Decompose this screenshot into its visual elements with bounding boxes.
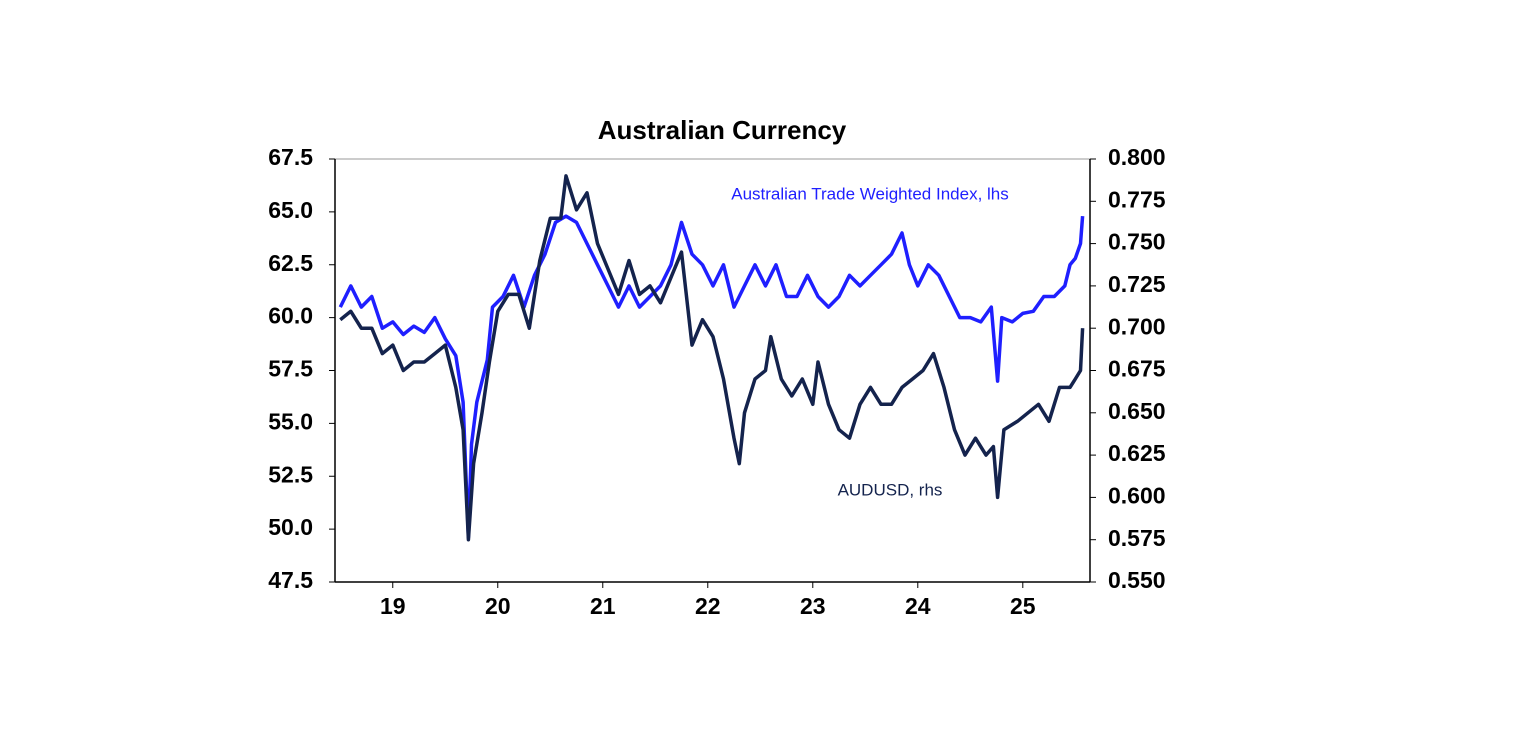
y2-tick-label: 0.675	[1108, 356, 1166, 382]
y2-tick-label: 0.700	[1108, 313, 1166, 339]
y-tick-label: 65.0	[268, 197, 313, 223]
y2-tick-label: 0.575	[1108, 525, 1166, 551]
y-tick-label: 57.5	[268, 356, 313, 382]
x-tick-label: 22	[695, 593, 721, 619]
x-tick-label: 21	[590, 593, 616, 619]
y-tick-label: 47.5	[268, 567, 313, 593]
y2-tick-label: 0.550	[1108, 567, 1166, 593]
y-tick-label: 67.5	[268, 144, 313, 170]
x-tick-label: 25	[1010, 593, 1036, 619]
x-tick-label: 19	[380, 593, 406, 619]
y2-tick-label: 0.750	[1108, 229, 1166, 255]
y-tick-label: 60.0	[268, 303, 313, 329]
y2-tick-label: 0.650	[1108, 398, 1166, 424]
annotation: AUDUSD, rhs	[838, 480, 943, 499]
series-line	[339, 174, 1085, 542]
x-tick-label: 24	[905, 593, 931, 619]
y2-tick-label: 0.600	[1108, 482, 1166, 508]
y-tick-label: 55.0	[268, 408, 313, 434]
y-tick-label: 62.5	[268, 250, 313, 276]
plot-frame	[334, 158, 1091, 583]
annotation: Australian Trade Weighted Index, lhs	[731, 184, 1009, 203]
y2-tick-label: 0.625	[1108, 440, 1166, 466]
y-tick-label: 52.5	[268, 461, 313, 487]
x-tick-label: 23	[800, 593, 826, 619]
chart-title: Australian Currency	[598, 115, 847, 145]
x-tick-label: 20	[485, 593, 511, 619]
y2-tick-label: 0.800	[1108, 144, 1166, 170]
y2-tick-label: 0.775	[1108, 186, 1166, 212]
y2-tick-label: 0.725	[1108, 271, 1166, 297]
y-tick-label: 50.0	[268, 514, 313, 540]
